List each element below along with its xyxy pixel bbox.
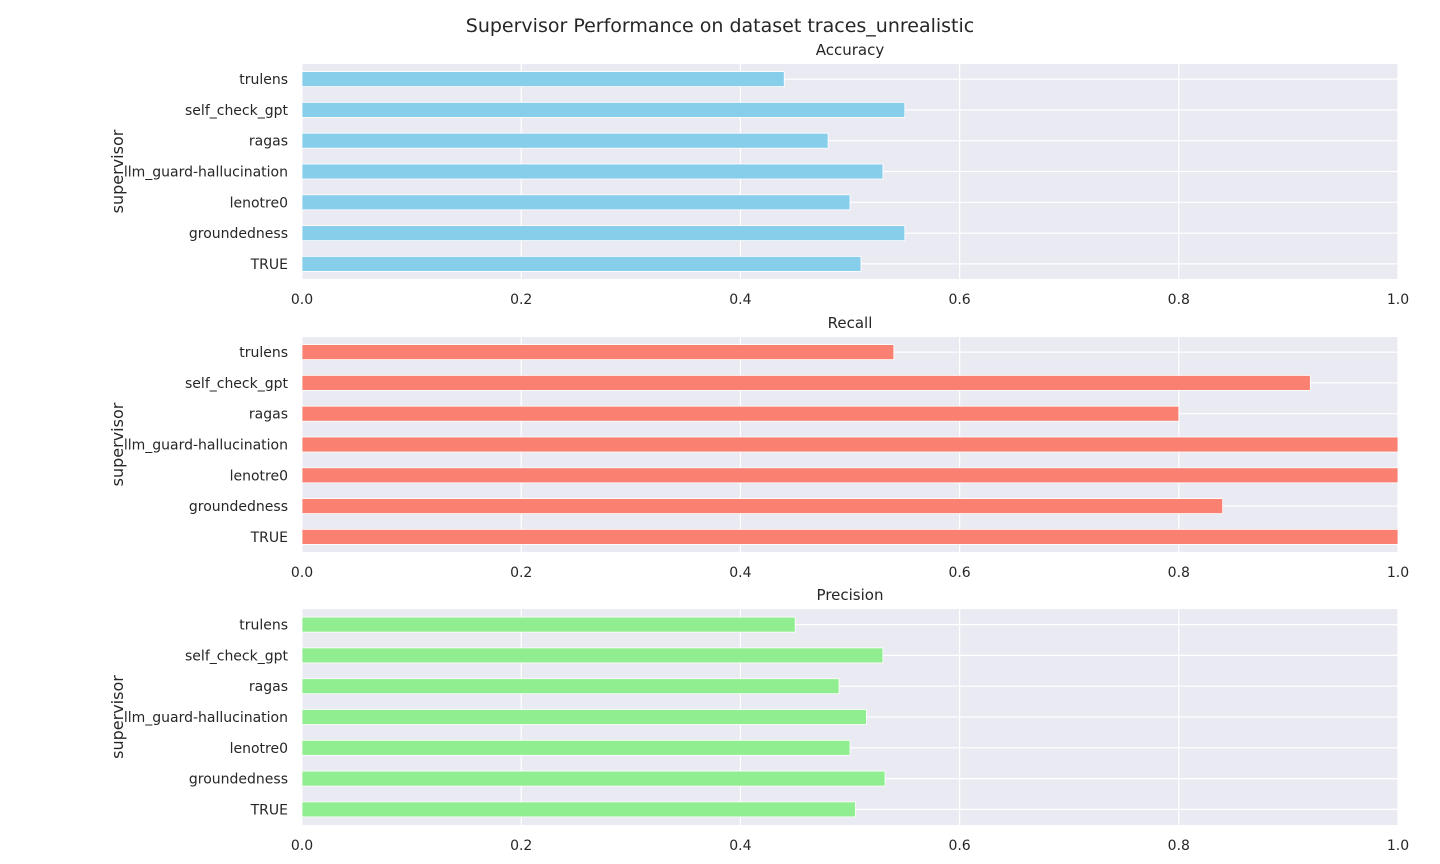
x-tick-label: 1.0	[1387, 838, 1409, 854]
y-tick-label: groundedness	[189, 226, 288, 242]
bar-trulens	[301, 71, 785, 87]
y-axis-label: supervisor	[108, 129, 127, 213]
bar-ragas	[301, 405, 1180, 422]
y-tick-label: trulens	[239, 345, 288, 361]
bar-self_check_gpt	[301, 374, 1311, 391]
x-tick-label: 0.2	[510, 565, 532, 581]
x-tick-label: 0.4	[729, 838, 751, 854]
y-tick-label: llm_guard-hallucination	[124, 710, 288, 726]
x-tick-label: 0.6	[948, 838, 970, 854]
x-tick-label: 0.0	[291, 838, 313, 854]
bar-llm_guard-hallucination	[301, 709, 867, 725]
x-tick-label: 0.8	[1168, 292, 1190, 308]
y-tick-label: lenotre0	[230, 741, 288, 757]
x-tick-label: 0.2	[510, 838, 532, 854]
y-tick-label: llm_guard-hallucination	[124, 438, 288, 454]
bar-lenotre0	[301, 194, 851, 211]
y-tick-label: trulens	[239, 72, 288, 88]
y-tick-label: self_check_gpt	[185, 648, 288, 664]
y-tick-label: ragas	[249, 134, 288, 150]
y-tick-label: ragas	[249, 679, 288, 695]
x-tick-label: 0.4	[729, 292, 751, 308]
x-tick-label: 0.6	[948, 565, 970, 581]
x-tick-label: 0.0	[291, 565, 313, 581]
x-tick-label: 1.0	[1387, 565, 1409, 581]
figure-title: Supervisor Performance on dataset traces…	[466, 15, 974, 37]
bar-true	[301, 801, 856, 818]
y-tick-label: ragas	[249, 407, 288, 423]
y-tick-label: trulens	[239, 618, 288, 634]
bar-self_check_gpt	[301, 102, 906, 118]
y-tick-label: self_check_gpt	[185, 103, 288, 119]
y-axis-label: supervisor	[108, 675, 127, 759]
x-tick-label: 0.4	[729, 565, 751, 581]
y-tick-label: lenotre0	[230, 195, 288, 211]
x-tick-label: 1.0	[1387, 292, 1409, 308]
y-tick-label: TRUE	[250, 802, 288, 818]
y-tick-label: self_check_gpt	[185, 376, 288, 392]
x-tick-label: 0.8	[1168, 565, 1190, 581]
bar-self_check_gpt	[301, 647, 884, 664]
bar-groundedness	[301, 225, 906, 242]
bar-trulens	[301, 344, 895, 361]
y-axis-label: supervisor	[108, 402, 127, 486]
bar-lenotre0	[301, 739, 851, 756]
bar-llm_guard-hallucination	[301, 436, 1399, 453]
bar-ragas	[301, 132, 829, 149]
x-tick-label: 0.0	[291, 292, 313, 308]
chart-title: Accuracy	[816, 41, 885, 59]
chart-title: Recall	[828, 314, 873, 332]
y-tick-label: groundedness	[189, 772, 288, 788]
bar-lenotre0	[301, 467, 1399, 484]
bar-groundedness	[301, 770, 886, 787]
bar-llm_guard-hallucination	[301, 163, 884, 180]
x-tick-label: 0.8	[1168, 838, 1190, 854]
y-tick-label: groundedness	[189, 499, 288, 515]
y-tick-label: TRUE	[250, 257, 288, 273]
y-tick-label: TRUE	[250, 530, 288, 546]
x-tick-label: 0.6	[948, 292, 970, 308]
y-tick-label: llm_guard-hallucination	[124, 165, 288, 181]
bar-true	[301, 529, 1399, 545]
y-tick-label: lenotre0	[230, 468, 288, 484]
charts-container: trulensself_check_gptragasllm_guard-hall…	[108, 41, 1409, 854]
bar-groundedness	[301, 498, 1224, 515]
x-tick-label: 0.2	[510, 292, 532, 308]
bar-ragas	[301, 678, 840, 695]
bar-true	[301, 255, 862, 272]
chart-title: Precision	[817, 586, 884, 604]
bar-trulens	[301, 616, 796, 633]
